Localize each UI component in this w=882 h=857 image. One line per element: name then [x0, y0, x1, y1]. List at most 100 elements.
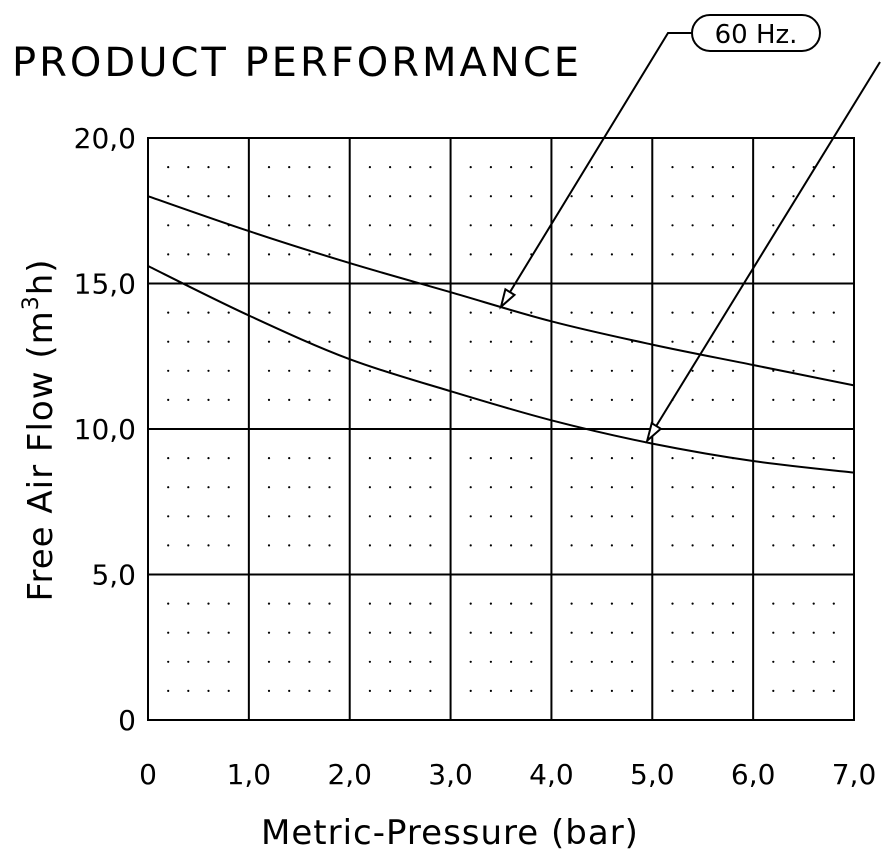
minor-grid-dot	[812, 631, 815, 634]
minor-grid-dot	[167, 515, 170, 518]
minor-grid-dot	[308, 602, 311, 605]
minor-grid-dot	[389, 660, 392, 663]
minor-grid-dot	[489, 311, 492, 314]
minor-grid-dot	[510, 602, 513, 605]
minor-grid-dot	[409, 515, 412, 518]
minor-grid-dot	[187, 602, 190, 605]
minor-grid-dot	[389, 457, 392, 460]
minor-grid-dot	[207, 457, 210, 460]
minor-grid-dot	[368, 660, 371, 663]
y-tick-label: 10,0	[74, 413, 136, 446]
minor-grid-dot	[711, 486, 714, 489]
minor-grid-dot	[610, 398, 614, 401]
minor-grid-dot	[631, 515, 634, 518]
minor-grid-dot	[267, 515, 271, 518]
minor-grid-dot	[812, 195, 815, 198]
minor-grid-dot	[832, 486, 835, 489]
minor-grid-dot	[267, 544, 271, 547]
y-tick-label: 0	[118, 704, 136, 737]
minor-grid-dot	[772, 486, 775, 489]
minor-grid-dot	[227, 631, 230, 634]
minor-grid-dot	[409, 457, 412, 460]
minor-grid-dot	[812, 369, 815, 372]
minor-grid-dot	[267, 340, 271, 343]
minor-grid-dot	[731, 689, 735, 693]
minor-grid-dot	[731, 253, 735, 256]
minor-grid-dot	[510, 631, 513, 634]
callout-arrowhead-1	[499, 287, 517, 310]
minor-grid-dot	[691, 544, 694, 547]
minor-grid-dot	[267, 195, 271, 198]
minor-grid-dot	[227, 689, 230, 693]
minor-grid-dot	[167, 340, 170, 343]
minor-grid-dot	[328, 253, 331, 256]
minor-grid-dot	[308, 311, 311, 314]
minor-grid-dot	[227, 311, 230, 314]
minor-grid-dot	[772, 631, 775, 634]
minor-grid-dot	[207, 631, 210, 634]
minor-grid-dot	[772, 369, 775, 372]
minor-grid-dot	[187, 457, 190, 460]
minor-grid-dot	[469, 515, 472, 518]
minor-grid-dot	[429, 457, 432, 460]
minor-grid-dot	[328, 166, 331, 169]
minor-grid-dot	[429, 515, 432, 518]
x-axis-title: Metric-Pressure (bar)	[261, 813, 639, 853]
minor-grid-dot	[308, 689, 311, 693]
minor-grid-dot	[530, 544, 533, 547]
plot-frame	[147, 137, 855, 721]
minor-grid-dot	[187, 369, 190, 372]
minor-grid-dot	[267, 486, 271, 489]
y-axis-title-main: Free Air Flow (m	[21, 310, 61, 601]
minor-grid-dot	[631, 602, 634, 605]
minor-grid-dot	[671, 166, 674, 169]
minor-grid-dot	[429, 311, 432, 314]
minor-grid-dot	[167, 689, 170, 693]
minor-grid-dot	[610, 369, 614, 372]
minor-grid-dot	[368, 195, 371, 198]
minor-grid-dot	[691, 224, 694, 227]
minor-grid-dot	[530, 515, 533, 518]
minor-grid-dot	[832, 602, 835, 605]
minor-grid-dot	[167, 195, 170, 198]
minor-grid-dot	[671, 689, 674, 693]
minor-grid-dot	[570, 515, 573, 518]
minor-grid-dot	[510, 311, 513, 314]
minor-grid-dot	[812, 544, 815, 547]
minor-grid-dot	[590, 195, 593, 198]
minor-grid-dot	[510, 224, 513, 227]
minor-grid-dot	[590, 340, 593, 343]
minor-grid-dot	[409, 602, 412, 605]
minor-grid-dot	[389, 311, 392, 314]
minor-grid-dot	[691, 602, 694, 605]
minor-grid-dot	[832, 660, 835, 663]
series-layer	[147, 195, 855, 474]
y-axis-title-superscript: 3	[19, 295, 44, 310]
minor-grid-dot	[469, 457, 472, 460]
minor-grid-dot	[812, 398, 815, 401]
minor-grid-dot	[610, 544, 614, 547]
minor-grid-dot	[328, 195, 331, 198]
minor-grid-dot	[469, 689, 472, 693]
minor-grid-dot	[429, 340, 432, 343]
minor-grid-dot	[731, 515, 735, 518]
minor-grid-dot	[711, 398, 714, 401]
minor-grid-dot	[288, 166, 291, 169]
minor-grid-dot	[409, 166, 412, 169]
minor-grid-dot	[510, 195, 513, 198]
minor-grid-dot	[671, 544, 674, 547]
minor-grid-dot	[610, 660, 614, 663]
minor-grid-dot	[832, 166, 835, 169]
x-tick-label: 3,0	[428, 758, 473, 791]
minor-grid-dot	[308, 166, 311, 169]
minor-grid-dot	[510, 544, 513, 547]
minor-grid-dot	[267, 311, 271, 314]
minor-grid-dot	[610, 602, 614, 605]
series-line-2	[147, 265, 855, 474]
minor-grid-dot	[429, 224, 432, 227]
minor-grid-dot	[731, 311, 735, 314]
minor-grid-dot	[772, 340, 775, 343]
minor-grid-dot	[691, 195, 694, 198]
minor-grid-dot	[267, 689, 271, 693]
